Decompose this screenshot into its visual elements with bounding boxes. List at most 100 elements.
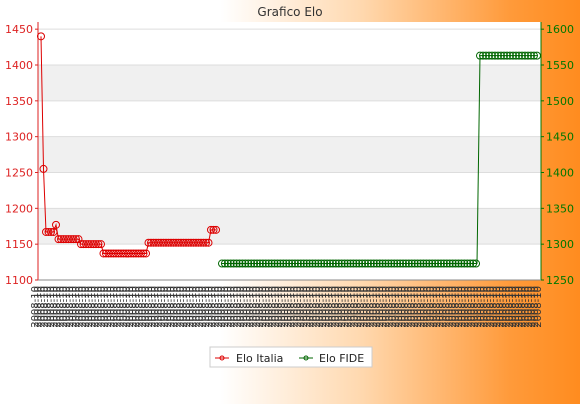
y-right-tick-label: 1350 (546, 202, 574, 215)
x-tick-label: 2008-10 (482, 286, 493, 328)
x-tick-label: 2008-10 (236, 286, 247, 328)
x-tick-label: 2008-10 (315, 286, 326, 328)
x-tick-label: 2008-10 (270, 286, 281, 328)
point-elo-fide (267, 259, 276, 268)
point-elo-fide (375, 259, 384, 268)
x-tick-label: 2008-10 (372, 286, 383, 328)
point-elo-italia (207, 225, 215, 234)
point-elo-fide (308, 259, 317, 268)
x-tick-label: 2008-10 (286, 286, 297, 328)
x-tick-label: 2008-10 (350, 286, 361, 328)
x-tick-label: 2008-10 (340, 286, 351, 328)
x-tick-label: 2008-10 (163, 286, 174, 328)
x-tick-label: 2008-10 (438, 286, 449, 328)
point-elo-fide (218, 259, 226, 268)
x-tick-label: 2008-10 (128, 286, 139, 328)
point-elo-italia (72, 235, 80, 244)
point-elo-fide (226, 259, 235, 268)
x-tick-label: 2008-10 (226, 286, 237, 328)
x-tick-label: 2008-10 (331, 286, 342, 328)
x-tick-label: 2008-10 (33, 286, 44, 328)
point-elo-italia (212, 225, 220, 234)
point-elo-fide (223, 259, 232, 268)
x-tick-label: 2008-10 (258, 286, 269, 328)
point-elo-fide (434, 259, 443, 268)
point-elo-fide (346, 259, 355, 268)
x-tick-label: 2008-10 (410, 286, 421, 328)
point-elo-fide (244, 259, 253, 268)
x-tick-label: 2008-10 (55, 286, 66, 328)
x-tick-label: 2008-10 (160, 286, 171, 328)
point-elo-fide (381, 259, 390, 268)
point-elo-fide (509, 51, 517, 60)
x-tick-label: 2008-10 (302, 286, 313, 328)
point-elo-italia (139, 249, 148, 258)
point-elo-fide (317, 259, 326, 268)
x-tick-label: 2008-10 (463, 286, 474, 328)
point-elo-fide (466, 259, 475, 268)
x-tick-label: 2008-10 (400, 286, 411, 328)
x-tick-label: 2008-10 (305, 286, 316, 328)
point-elo-fide (407, 259, 416, 268)
point-elo-fide (512, 51, 520, 60)
x-tick-label: 2008-10 (122, 286, 133, 328)
x-tick-label: 2008-10 (93, 286, 104, 328)
y-left-tick-label: 1300 (5, 131, 33, 144)
x-tick-label: 2008-10 (141, 286, 152, 328)
point-elo-fide (270, 259, 279, 268)
x-tick-label: 2008-10 (419, 286, 430, 328)
point-elo-fide (355, 259, 364, 268)
point-elo-italia (202, 238, 210, 247)
point-elo-fide (247, 259, 256, 268)
point-elo-fide (404, 259, 413, 268)
x-tick-label: 2008-10 (119, 286, 130, 328)
point-elo-fide (372, 259, 381, 268)
x-tick-label: 2008-10 (489, 286, 500, 328)
point-elo-fide (416, 259, 425, 268)
x-tick-label: 2008-10 (353, 286, 364, 328)
x-tick-label: 2008-10 (289, 286, 300, 328)
x-tick-label: 2008-10 (204, 286, 215, 328)
x-tick-label: 2008-10 (495, 286, 506, 328)
x-tick-label: 2008-10 (150, 286, 161, 328)
point-elo-italia (37, 32, 45, 41)
point-elo-italia (137, 249, 145, 258)
point-elo-fide (334, 259, 343, 268)
x-tick-label: 2008-10 (318, 286, 329, 328)
point-elo-italia (49, 227, 58, 236)
x-tick-label: 2008-10 (391, 286, 402, 328)
x-tick-label: 2008-10 (346, 286, 357, 328)
x-tick-label: 2008-10 (191, 286, 202, 328)
point-elo-fide (530, 51, 538, 60)
legend-marker-elo-fide (303, 355, 309, 361)
x-tick-label: 2008-10 (131, 286, 142, 328)
x-tick-label: 2008-10 (368, 286, 379, 328)
point-elo-italia (199, 238, 208, 247)
point-elo-fide (457, 259, 466, 268)
y-right-tick-label: 1500 (546, 95, 574, 108)
point-elo-fide (264, 259, 273, 268)
x-tick-label: 2008-10 (58, 286, 69, 328)
x-tick-label: 2008-10 (138, 286, 149, 328)
x-tick-label: 2008-10 (147, 286, 158, 328)
x-tick-label: 2008-10 (144, 286, 155, 328)
x-tick-label: 2008-10 (43, 286, 54, 328)
x-tick-label: 2008-10 (467, 286, 478, 328)
x-tick-label: 2008-10 (403, 286, 414, 328)
x-tick-label: 2008-10 (182, 286, 193, 328)
point-elo-fide (445, 259, 454, 268)
x-tick-label: 2008-10 (112, 286, 123, 328)
point-elo-fide (533, 51, 541, 60)
x-tick-label: 2008-10 (394, 286, 405, 328)
y-left-tick-label: 1350 (5, 95, 33, 108)
point-elo-fide (220, 259, 229, 268)
x-tick-label: 2008-10 (210, 286, 221, 328)
point-elo-italia (39, 164, 48, 173)
point-elo-italia (142, 249, 150, 258)
x-tick-label: 2008-10 (435, 286, 446, 328)
x-tick-label: 2008-10 (365, 286, 376, 328)
point-elo-fide (396, 259, 405, 268)
point-elo-fide (419, 259, 428, 268)
legend-label-elo-italia: Elo Italia (236, 352, 283, 365)
x-tick-label: 2008-10 (261, 286, 272, 328)
